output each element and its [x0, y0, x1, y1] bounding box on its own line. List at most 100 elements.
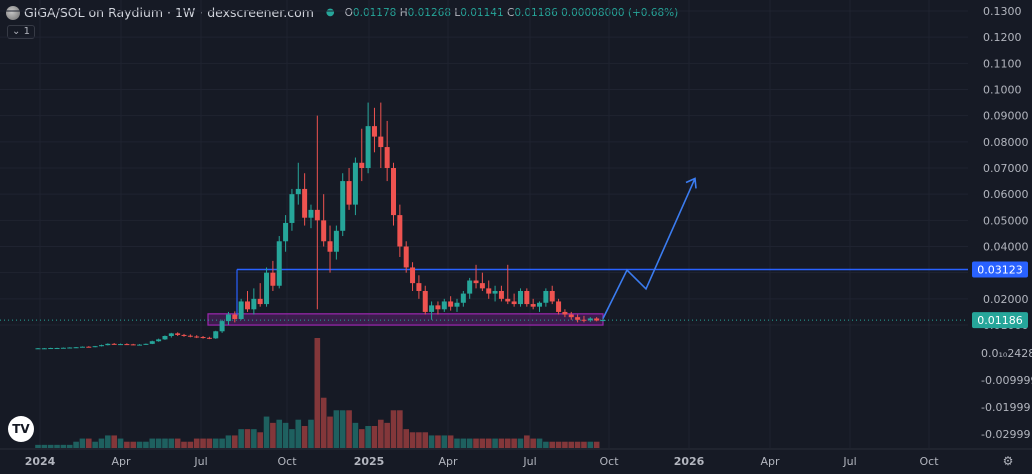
high-label: H — [399, 6, 408, 19]
volume-bar — [492, 438, 498, 448]
volume-bar — [485, 438, 492, 448]
volume-bar — [320, 397, 327, 448]
candle-body — [314, 209, 320, 221]
candle-body — [156, 339, 162, 342]
volume-bar — [124, 441, 130, 448]
candle-body — [587, 318, 593, 321]
chart-legend: GIGA/SOL on Raydium · 1W · dexscreener.c… — [6, 5, 678, 20]
volume-bar — [257, 432, 263, 448]
volume-bar — [409, 432, 416, 448]
candle-body — [238, 301, 244, 319]
candle-body — [118, 344, 124, 346]
price-tick-label: 0.04000 — [983, 241, 1029, 254]
time-tick-label: 2024 — [25, 455, 56, 468]
candle-body — [54, 348, 60, 350]
price-tick-label: 0.1000 — [983, 84, 1022, 97]
grid — [0, 0, 968, 448]
indicator-count: 1 — [23, 26, 30, 37]
volume-bar — [327, 416, 333, 448]
candle-body — [327, 241, 333, 252]
price-tick-label: 0.1200 — [983, 31, 1022, 44]
volume-bar — [416, 432, 422, 448]
volume-bar — [378, 419, 384, 448]
volume-bar — [593, 441, 600, 448]
drawings — [0, 268, 968, 326]
volume-bar — [517, 438, 524, 448]
candle-body — [264, 272, 270, 305]
candle-body — [137, 344, 143, 346]
candle-body — [308, 209, 314, 218]
volume-bar — [549, 441, 556, 448]
candle-body — [352, 162, 358, 205]
visibility-dot-icon[interactable]: ● — [325, 7, 335, 18]
projection-arrowhead — [685, 177, 697, 189]
volume-bar — [454, 438, 460, 448]
last-price-badge-bg — [972, 312, 1028, 329]
volume-bar — [244, 429, 251, 448]
volume-bar — [314, 338, 321, 448]
candle-body — [435, 305, 441, 310]
volume-bar — [79, 438, 86, 448]
candle-body — [568, 314, 574, 318]
candle-body — [517, 290, 523, 305]
candle-body — [473, 280, 479, 284]
lower-tick-label: -0.02999 — [981, 428, 1030, 441]
candle-body — [257, 298, 263, 305]
time-axis[interactable]: 2024 Apr Jul Oct 2025 Apr Jul Oct 2026 Apr Jul Oct ⚙ — [0, 448, 1032, 468]
volume-bar — [54, 444, 60, 448]
time-tick-label: 2025 — [354, 455, 385, 468]
candle-body — [168, 333, 174, 336]
resistance-price-badge-bg — [972, 261, 1028, 278]
candle-body — [479, 283, 485, 289]
last-price-badge-text: 0.01186 — [977, 314, 1023, 327]
candle-body — [537, 302, 543, 307]
close-value: 0.01186 — [514, 6, 558, 19]
volume-bar — [111, 435, 117, 448]
volume-bar — [168, 438, 175, 448]
volume-bar — [149, 438, 156, 448]
volume-bar — [251, 429, 257, 448]
candle-body — [219, 321, 225, 332]
lower-tick-label: -0.01999 — [981, 401, 1030, 414]
change-value: 0.00008000 (+0.68%) — [561, 6, 679, 19]
candle-body — [289, 194, 295, 223]
time-tick-label: Oct — [919, 455, 939, 468]
time-tick-label: Apr — [438, 455, 458, 468]
candle-body — [270, 272, 276, 286]
projection-arrow — [602, 178, 696, 319]
volume-bar — [308, 419, 314, 448]
volume-bar — [263, 416, 270, 448]
volume-bar — [66, 444, 73, 448]
candle-body — [562, 311, 568, 315]
candle-body — [575, 317, 581, 320]
price-tick-label: 0.06000 — [983, 188, 1029, 201]
candle-body — [86, 346, 92, 348]
volume-bar — [536, 438, 543, 448]
indicator-toggle[interactable]: ⌄ 1 — [7, 25, 35, 39]
volume-bar — [105, 435, 111, 448]
price-axis[interactable]: 0.1300 0.1200 0.1100 0.1000 0.09000 0.08000 0.… — [972, 5, 1032, 441]
last-price-badge: 0.01186 — [972, 312, 1028, 329]
volume-bar — [92, 441, 98, 448]
volume-bar — [295, 419, 302, 448]
volume-bar — [365, 426, 371, 448]
volume-bar — [225, 435, 232, 448]
volume-bar — [352, 422, 359, 448]
price-tick-label: 0.1100 — [983, 57, 1022, 70]
candle-body — [149, 341, 155, 344]
candle-body — [486, 288, 492, 294]
low-value: 0.01141 — [460, 6, 504, 19]
symbol-title[interactable]: GIGA/SOL on Raydium · 1W · dexscreener.c… — [24, 5, 314, 20]
volume-bar — [187, 441, 194, 448]
volume-bars — [35, 338, 600, 448]
volume-bar — [397, 410, 403, 448]
volume-bar — [73, 441, 79, 448]
tradingview-logo-icon[interactable]: TV — [8, 416, 34, 442]
volume-bar — [136, 441, 143, 448]
volume-bar — [143, 441, 149, 448]
candle-body — [321, 220, 327, 242]
volume-bar — [403, 429, 410, 448]
projection-drawings — [602, 177, 697, 319]
candle-body — [302, 188, 308, 218]
